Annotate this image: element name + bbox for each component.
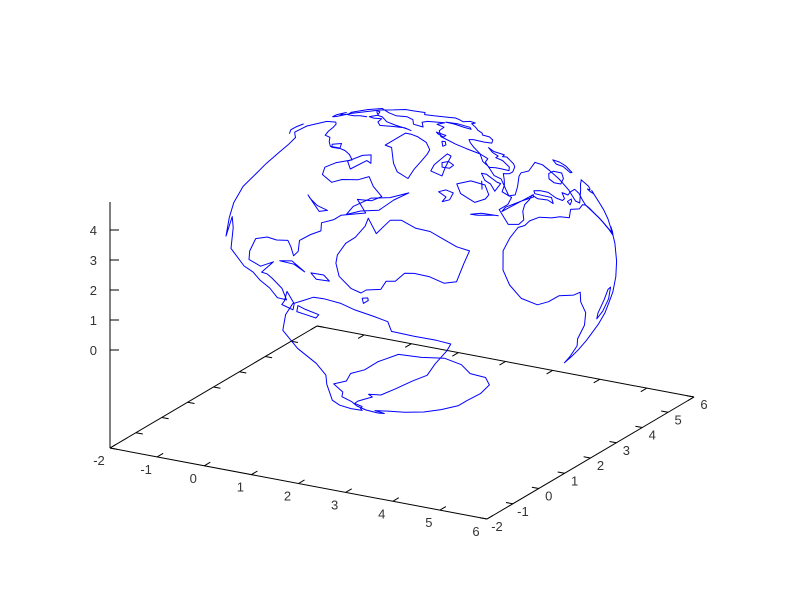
x-tick-label: 1 <box>237 480 244 495</box>
axis-line <box>661 410 669 413</box>
y-tick-label: 4 <box>649 428 656 443</box>
axis-line <box>187 401 195 404</box>
coastline-great-britain <box>480 172 502 192</box>
axis-line <box>546 369 553 375</box>
coastline-africa <box>502 204 618 364</box>
axis-line <box>687 395 695 398</box>
axis-line <box>156 452 164 458</box>
axis-line <box>251 470 258 476</box>
coastline-black-sea <box>548 170 564 185</box>
coastline-philippines <box>430 153 452 177</box>
coastline-new-guinea <box>345 192 410 215</box>
y-tick-label: -1 <box>517 504 529 519</box>
axis-line <box>135 432 143 435</box>
coastline-novaya-zemlya <box>445 121 472 130</box>
coastlines-group <box>225 108 618 414</box>
x-tick-label: -2 <box>93 453 105 468</box>
axis-line <box>499 361 506 366</box>
coastline-java <box>470 212 499 217</box>
axis-line <box>480 517 488 520</box>
coastline-antarctica <box>333 353 490 414</box>
coastline-japan <box>368 114 412 132</box>
axis-line <box>316 325 324 328</box>
axis-line <box>452 352 459 357</box>
coastline-caspian-sea <box>552 159 573 174</box>
coastline-iceland <box>441 161 455 169</box>
axis-line <box>204 461 211 467</box>
coastline-australia <box>335 217 470 294</box>
axis-line <box>505 502 513 505</box>
coastline-eurasia <box>332 108 612 233</box>
axis-line <box>345 488 352 493</box>
x-tick-label: 2 <box>284 489 291 504</box>
axis-line <box>635 425 643 428</box>
z-tick-label: 3 <box>90 253 97 268</box>
coastline-tasmania <box>361 297 369 304</box>
axis-line <box>583 456 591 459</box>
z-tick-label: 4 <box>90 223 97 238</box>
coastline-sri-lanka <box>566 198 573 206</box>
coastline-hispaniola <box>310 272 330 282</box>
axis-line <box>687 396 695 402</box>
coastline-kuril-islands <box>347 114 368 118</box>
y-tick-label: 1 <box>571 473 578 488</box>
axis-line <box>609 441 617 444</box>
z-tick-label: 2 <box>90 283 97 298</box>
coastline-baffin-island <box>347 154 372 170</box>
coastline-cuba <box>279 260 306 273</box>
coastline-sulawesi <box>438 189 454 203</box>
axis-line <box>357 334 365 339</box>
tick-labels-group: -2 -1 0 1 2 3 4 5 6 -2 -1 0 1 2 3 4 5 6 0 1 2 3 4 <box>90 223 708 539</box>
coastline-sumatra <box>501 194 534 212</box>
coastline-greenland <box>384 132 431 179</box>
axis-line <box>265 356 273 359</box>
axis-line <box>213 386 221 389</box>
y-tick-label: 0 <box>545 489 552 504</box>
axis-line <box>392 497 400 502</box>
y-tick-label: 6 <box>700 397 707 412</box>
coastline-aleutian-islands <box>289 123 304 134</box>
z-tick-label: 1 <box>90 313 97 328</box>
coastline-great-lakes <box>307 194 328 212</box>
axis-line <box>161 417 169 420</box>
coastline-borneo <box>456 180 490 203</box>
axis-line <box>109 447 117 450</box>
z-tick-label: 0 <box>90 343 97 358</box>
axis-line <box>531 486 539 489</box>
axis-line <box>404 343 412 348</box>
coastline-madagascar <box>596 286 612 320</box>
x-tick-label: 3 <box>331 497 338 512</box>
coastline-new-zealand-north <box>281 290 295 311</box>
axis-line <box>239 371 247 374</box>
coastline-taiwan <box>441 140 447 147</box>
x-tick-label: 5 <box>425 515 432 530</box>
axis-line <box>439 506 447 511</box>
coastline-new-zealand-south <box>296 305 320 319</box>
axis-line <box>298 479 305 484</box>
axis-line <box>640 387 648 393</box>
y-tick-label: -2 <box>491 519 503 534</box>
x-tick-label: 0 <box>190 471 197 486</box>
x-tick-label: -1 <box>140 462 152 477</box>
coastline-sakhalin <box>376 110 381 116</box>
coastline-svalbard <box>435 131 447 138</box>
axes-group <box>109 202 695 520</box>
y-tick-label: 5 <box>674 412 681 427</box>
x-tick-label: 6 <box>472 524 479 539</box>
axis-line <box>593 378 601 384</box>
y-tick-label: 2 <box>597 458 604 473</box>
y-tick-label: 3 <box>623 443 630 458</box>
coastline-south-america <box>282 296 452 411</box>
axis-line <box>557 471 565 474</box>
axis-line <box>109 443 117 449</box>
coastline-north-america <box>225 120 383 301</box>
axis-line <box>310 325 318 331</box>
axis-line <box>486 514 494 520</box>
x-tick-label: 4 <box>378 506 385 521</box>
coastline-victoria-island <box>331 143 342 149</box>
